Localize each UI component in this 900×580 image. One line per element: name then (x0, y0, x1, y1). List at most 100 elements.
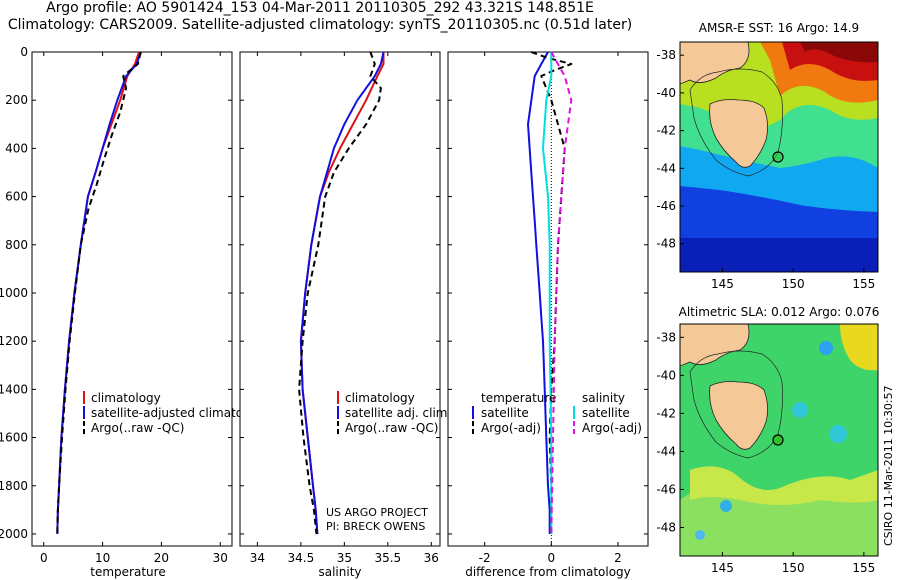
map-ytick-label: -38 (656, 330, 676, 344)
xtick-label: 0 (40, 551, 48, 565)
ytick-label: 1200 (0, 334, 28, 348)
sst-field (680, 42, 878, 272)
sst-map: AMSR-E SST: 16 Argo: 14.9 145 150 155 -38 -4… (656, 21, 879, 291)
legend-label-satellite: satellite-adjusted climatology (91, 406, 269, 420)
difference-panel: -2 0 2 difference from climatology tempera… (447, 51, 649, 579)
salinity-series (298, 51, 385, 535)
map-xtick-label: 155 (852, 277, 875, 291)
map-ytick-label: -44 (656, 444, 676, 458)
sst-argo-dot (774, 153, 782, 161)
legend-label-temp-satellite: satellite (481, 406, 529, 420)
sla-argo-marker (772, 434, 784, 446)
figure-header: Argo profile: AO 5901424_153 04-Mar-2011… (0, 0, 640, 34)
difference-legend: temperature satellite Argo(-adj) salinit… (472, 391, 642, 435)
salinity-legend: climatology satellite adj. clim. Argo(..… (337, 391, 451, 435)
map-ytick-label: -40 (656, 368, 676, 382)
climatology-subtitle: Climatology: CARS2009. Satellite-adjuste… (7, 17, 633, 33)
sla-yellow-patch (690, 466, 878, 505)
profile-title: Argo profile: AO 5901424_153 04-Mar-2011… (46, 0, 594, 16)
map-xtick-label: 145 (711, 277, 734, 291)
ytick-label: 600 (5, 190, 28, 204)
temperature-legend: climatology satellite-adjusted climatolo… (83, 391, 269, 435)
series-line-satellite-adj-clim (299, 51, 385, 535)
difference-ticks: -2 0 2 (448, 51, 648, 565)
sla-low-patch-4 (720, 500, 732, 512)
map-ytick-label: -38 (656, 48, 676, 62)
sst-tasmania-land (709, 99, 768, 168)
ytick-label: 1600 (0, 431, 28, 445)
pi-credit: PI: BRECK OWENS (326, 520, 425, 533)
map-ytick-label: -48 (656, 237, 676, 251)
legend-label-sal-satellite: satellite (582, 406, 630, 420)
salinity-xlabel: salinity (318, 565, 361, 579)
series-line-salinity-argo-adj (550, 51, 573, 535)
series-line-salinity-satellite (542, 52, 553, 534)
xtick-label: 36 (424, 551, 439, 565)
series-line-argo-raw-qc (56, 51, 142, 535)
timestamp-stamp: CSIRO 11-Mar-2011 10:30:57 (882, 385, 895, 546)
xtick-label: 10 (95, 551, 110, 565)
sst-mainland-coast (680, 42, 750, 85)
temperature-series (56, 51, 142, 535)
xtick-label: 2 (614, 551, 622, 565)
xtick-label: 30 (213, 551, 228, 565)
series-line-temperature-satellite (527, 51, 551, 534)
difference-xlabel: difference from climatology (465, 565, 631, 579)
map-ytick-label: -46 (656, 482, 676, 496)
xtick-label: 35.5 (374, 551, 401, 565)
legend-group-temperature: temperature (481, 391, 556, 405)
legend-label-climatology: climatology (91, 391, 161, 405)
sla-map: Altimetric SLA: 0.012 Argo: 0.076 145 150… (656, 305, 879, 575)
map-ytick-label: -40 (656, 86, 676, 100)
sst-argo-marker (772, 151, 784, 163)
sla-low-patch-2 (792, 402, 808, 418)
legend-group-salinity: salinity (582, 391, 625, 405)
ytick-label: 800 (5, 238, 28, 252)
ytick-label: 2000 (0, 527, 28, 541)
sla-map-ticks: 145 150 155 -38 -40 -42 -44 -46 -48 (656, 330, 875, 575)
series-line-argo-raw-qc (298, 51, 382, 535)
ytick-label: 0 (20, 45, 28, 59)
sla-tasmania-land (709, 381, 768, 450)
ytick-label: 1000 (0, 286, 28, 300)
sst-map-title: AMSR-E SST: 16 Argo: 14.9 (699, 21, 859, 35)
xtick-label: 35 (337, 551, 352, 565)
map-xtick-label: 145 (711, 561, 734, 575)
temperature-panel: 0 10 20 30 0 200 400 600 800 1000 1200 1400 1600 1800… (0, 45, 269, 579)
legend-label-sal-argo: Argo(-adj) (582, 421, 642, 435)
map-xtick-label: 155 (852, 561, 875, 575)
xtick-label: -2 (479, 551, 491, 565)
project-credit: US ARGO PROJECT (326, 506, 428, 519)
xtick-label: 34.5 (288, 551, 315, 565)
salinity-ticks: 34 34.5 35 35.5 36 (240, 51, 440, 565)
sst-map-frame (679, 41, 879, 273)
ytick-label: 200 (5, 93, 28, 107)
sla-mainland-coast (680, 324, 750, 367)
map-ytick-label: -42 (656, 406, 676, 420)
sla-low-patch-3 (829, 425, 847, 443)
temperature-ticks: 0 10 20 30 0 200 400 600 800 1000 1200 1400 1600 1800… (0, 45, 232, 565)
map-xtick-label: 150 (782, 277, 805, 291)
sla-map-title: Altimetric SLA: 0.012 Argo: 0.076 (679, 305, 880, 319)
temperature-axes-frame (31, 51, 233, 547)
map-ytick-label: -42 (656, 124, 676, 138)
sla-map-frame (679, 323, 879, 557)
sst-shelf-contour (689, 68, 783, 177)
ytick-label: 1800 (0, 479, 28, 493)
sla-low-patch-5 (695, 530, 705, 540)
sst-darkred-band (800, 42, 878, 63)
sla-shelf-contour (689, 350, 783, 459)
legend-label-satellite: satellite adj. clim. (345, 406, 451, 420)
ytick-label: 1400 (0, 382, 28, 396)
xtick-label: 0 (548, 551, 556, 565)
legend-label-argo: Argo(..raw -QC) (91, 421, 184, 435)
map-ytick-label: -48 (656, 520, 676, 534)
map-ytick-label: -44 (656, 161, 676, 175)
legend-label-argo: Argo(..raw -QC) (345, 421, 438, 435)
map-xtick-label: 150 (782, 561, 805, 575)
ytick-label: 400 (5, 141, 28, 155)
map-ytick-label: -46 (656, 199, 676, 213)
temperature-xlabel: temperature (90, 565, 165, 579)
xtick-label: 34 (250, 551, 265, 565)
